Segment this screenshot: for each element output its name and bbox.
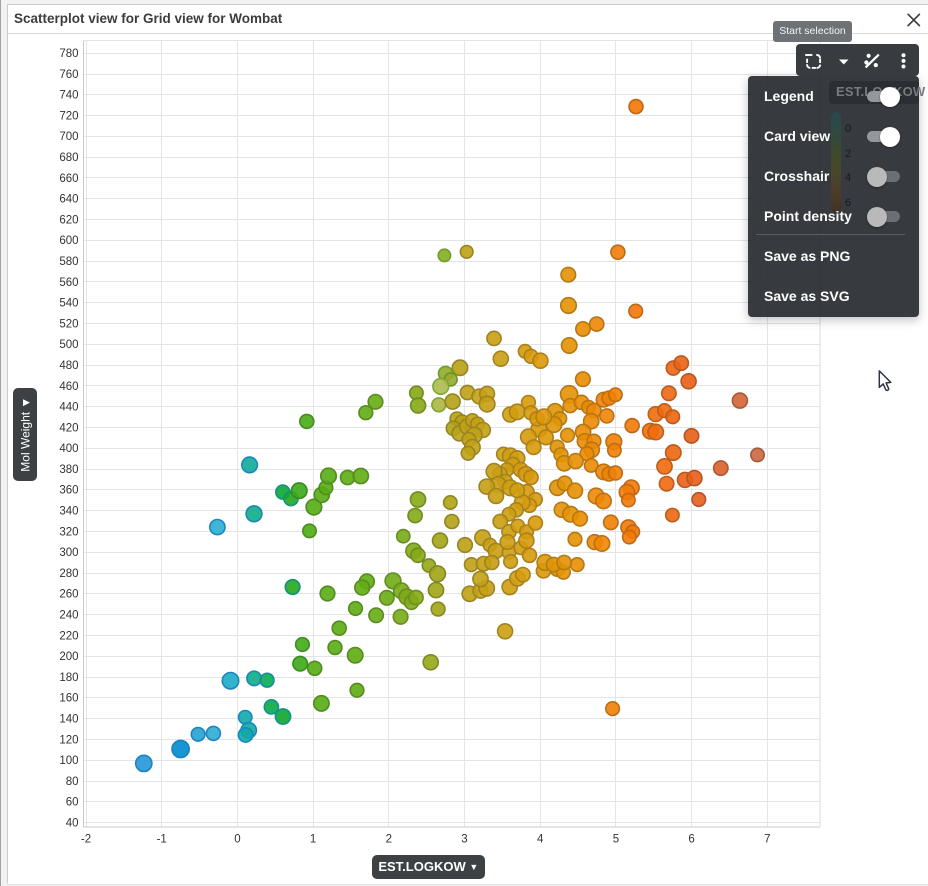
svg-text:40: 40: [66, 818, 79, 830]
svg-text:1: 1: [310, 834, 316, 846]
svg-text:240: 240: [59, 610, 78, 622]
svg-text:460: 460: [59, 381, 78, 393]
svg-text:320: 320: [59, 526, 78, 538]
svg-text:500: 500: [59, 339, 78, 351]
svg-text:740: 740: [59, 90, 78, 102]
svg-text:360: 360: [59, 485, 78, 497]
svg-text:380: 380: [59, 464, 78, 476]
svg-text:540: 540: [59, 298, 78, 310]
svg-text:80: 80: [66, 776, 79, 788]
svg-text:680: 680: [59, 152, 78, 164]
svg-text:0: 0: [234, 834, 240, 846]
svg-text:580: 580: [59, 256, 78, 268]
svg-text:260: 260: [59, 589, 78, 601]
svg-text:160: 160: [59, 693, 78, 705]
svg-text:660: 660: [59, 173, 78, 185]
svg-text:-1: -1: [157, 834, 167, 846]
svg-text:480: 480: [59, 360, 78, 372]
svg-text:220: 220: [59, 630, 78, 642]
svg-text:340: 340: [59, 506, 78, 518]
svg-text:-2: -2: [81, 834, 91, 846]
svg-text:6: 6: [688, 834, 694, 846]
svg-text:5: 5: [613, 834, 619, 846]
svg-text:720: 720: [59, 110, 78, 122]
svg-text:780: 780: [59, 48, 78, 60]
svg-text:280: 280: [59, 568, 78, 580]
svg-text:520: 520: [59, 318, 78, 330]
svg-text:560: 560: [59, 277, 78, 289]
svg-text:760: 760: [59, 69, 78, 81]
svg-text:120: 120: [59, 734, 78, 746]
svg-text:640: 640: [59, 194, 78, 206]
svg-text:2: 2: [386, 834, 392, 846]
svg-text:60: 60: [66, 797, 79, 809]
svg-text:700: 700: [59, 131, 78, 143]
svg-text:420: 420: [59, 422, 78, 434]
svg-text:620: 620: [59, 214, 78, 226]
svg-text:600: 600: [59, 235, 78, 247]
svg-text:440: 440: [59, 402, 78, 414]
svg-text:4: 4: [537, 834, 544, 846]
svg-text:7: 7: [764, 834, 770, 846]
svg-text:100: 100: [59, 755, 78, 767]
svg-text:200: 200: [59, 651, 78, 663]
svg-text:140: 140: [59, 714, 78, 726]
svg-text:300: 300: [59, 547, 78, 559]
svg-text:400: 400: [59, 443, 78, 455]
svg-text:180: 180: [59, 672, 78, 684]
svg-text:3: 3: [461, 834, 467, 846]
